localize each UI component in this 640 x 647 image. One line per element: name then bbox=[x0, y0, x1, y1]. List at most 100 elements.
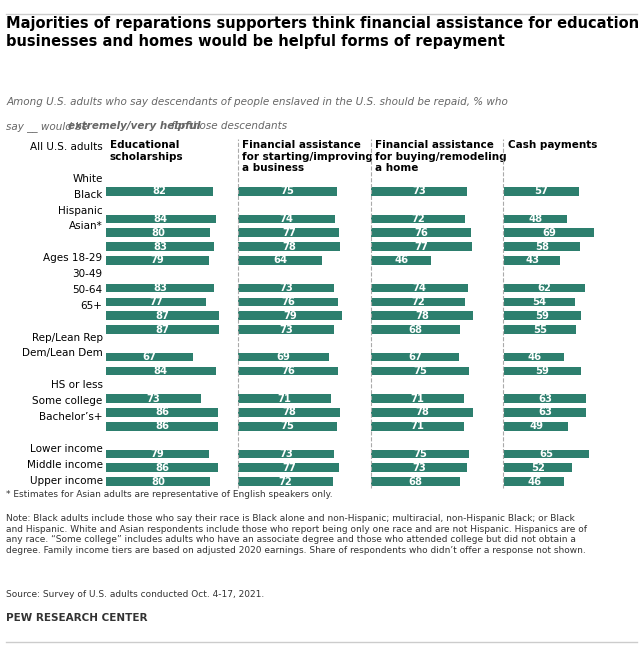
Bar bbox=[371, 367, 469, 375]
Bar bbox=[371, 463, 467, 472]
Text: 55: 55 bbox=[533, 325, 547, 334]
Text: 54: 54 bbox=[532, 297, 547, 307]
Bar bbox=[106, 367, 216, 375]
Bar bbox=[106, 450, 209, 458]
Text: 71: 71 bbox=[278, 393, 292, 404]
Bar bbox=[239, 463, 339, 472]
Text: 68: 68 bbox=[409, 325, 422, 334]
Text: Among U.S. adults who say descendants of people enslaved in the U.S. should be r: Among U.S. adults who say descendants of… bbox=[6, 97, 508, 107]
Text: 77: 77 bbox=[415, 241, 428, 252]
Text: 75: 75 bbox=[413, 366, 428, 376]
Text: 78: 78 bbox=[282, 241, 296, 252]
Text: 69: 69 bbox=[276, 352, 291, 362]
Bar bbox=[504, 228, 595, 237]
Bar bbox=[106, 325, 220, 334]
Text: 72: 72 bbox=[412, 297, 425, 307]
Bar bbox=[504, 477, 564, 486]
Text: 67: 67 bbox=[143, 352, 156, 362]
Text: 86: 86 bbox=[155, 463, 169, 473]
Text: 73: 73 bbox=[279, 325, 293, 334]
Text: Financial assistance
for buying/remodeling
a home: Financial assistance for buying/remodeli… bbox=[375, 140, 507, 173]
Text: 59: 59 bbox=[536, 311, 550, 321]
Bar bbox=[371, 450, 469, 458]
Text: 65: 65 bbox=[540, 449, 554, 459]
Text: 80: 80 bbox=[151, 477, 165, 487]
Text: Upper income: Upper income bbox=[29, 476, 102, 485]
Bar bbox=[371, 408, 474, 417]
Bar bbox=[371, 325, 460, 334]
Text: 63: 63 bbox=[538, 393, 552, 404]
Text: Asian*: Asian* bbox=[69, 221, 102, 232]
Text: 75: 75 bbox=[413, 449, 428, 459]
Text: White: White bbox=[72, 174, 102, 184]
Bar bbox=[106, 284, 214, 292]
Text: Cash payments: Cash payments bbox=[508, 140, 597, 150]
Text: Dem/Lean Dem: Dem/Lean Dem bbox=[22, 349, 102, 358]
Bar bbox=[504, 256, 560, 265]
Bar bbox=[371, 187, 467, 195]
Text: 43: 43 bbox=[525, 256, 539, 265]
Bar bbox=[371, 395, 464, 403]
Bar bbox=[239, 450, 334, 458]
Text: 74: 74 bbox=[280, 214, 294, 224]
Bar bbox=[371, 228, 470, 237]
Text: 82: 82 bbox=[152, 186, 166, 196]
Text: Middle income: Middle income bbox=[27, 459, 102, 470]
Bar bbox=[504, 463, 572, 472]
Bar bbox=[106, 256, 209, 265]
Text: 84: 84 bbox=[154, 366, 168, 376]
Bar bbox=[106, 395, 201, 403]
Text: Educational
scholarships: Educational scholarships bbox=[109, 140, 183, 162]
Text: 77: 77 bbox=[282, 228, 296, 238]
Bar bbox=[106, 311, 220, 320]
Bar bbox=[106, 477, 211, 486]
Bar bbox=[239, 298, 338, 306]
Text: 83: 83 bbox=[153, 283, 167, 293]
Text: 77: 77 bbox=[149, 297, 163, 307]
Bar bbox=[239, 187, 337, 195]
Bar bbox=[371, 243, 472, 251]
Text: 79: 79 bbox=[150, 256, 164, 265]
Text: 59: 59 bbox=[536, 366, 550, 376]
Bar bbox=[239, 325, 334, 334]
Text: 74: 74 bbox=[413, 283, 427, 293]
Text: 46: 46 bbox=[527, 352, 541, 362]
Bar bbox=[239, 256, 322, 265]
Text: 87: 87 bbox=[156, 311, 170, 321]
Text: 72: 72 bbox=[412, 214, 425, 224]
Bar bbox=[106, 422, 218, 430]
Bar bbox=[239, 353, 329, 362]
Text: Black: Black bbox=[74, 190, 102, 200]
Bar bbox=[371, 256, 431, 265]
Text: Bachelor’s+: Bachelor’s+ bbox=[39, 412, 102, 422]
Bar bbox=[504, 422, 568, 430]
Text: 79: 79 bbox=[284, 311, 297, 321]
Bar bbox=[371, 477, 460, 486]
Text: All U.S. adults: All U.S. adults bbox=[30, 142, 102, 152]
Text: 76: 76 bbox=[281, 366, 295, 376]
Text: 84: 84 bbox=[154, 214, 168, 224]
Text: 75: 75 bbox=[280, 186, 294, 196]
Text: 76: 76 bbox=[281, 297, 295, 307]
Text: 75: 75 bbox=[280, 421, 294, 432]
Bar bbox=[504, 408, 586, 417]
Text: Source: Survey of U.S. adults conducted Oct. 4-17, 2021.: Source: Survey of U.S. adults conducted … bbox=[6, 590, 265, 599]
Bar bbox=[106, 215, 216, 223]
Text: 57: 57 bbox=[534, 186, 548, 196]
Bar bbox=[504, 215, 567, 223]
Text: 79: 79 bbox=[150, 449, 164, 459]
Bar bbox=[239, 311, 342, 320]
Text: say __ would be: say __ would be bbox=[6, 122, 92, 133]
Bar bbox=[239, 408, 340, 417]
Text: 86: 86 bbox=[155, 408, 169, 417]
Text: Some college: Some college bbox=[33, 396, 102, 406]
Text: 73: 73 bbox=[147, 393, 160, 404]
Bar bbox=[106, 353, 193, 362]
Bar bbox=[371, 422, 464, 430]
Bar bbox=[504, 311, 581, 320]
Bar bbox=[504, 187, 579, 195]
Text: 73: 73 bbox=[412, 186, 426, 196]
Text: 49: 49 bbox=[529, 421, 543, 432]
Bar bbox=[239, 228, 339, 237]
Text: 52: 52 bbox=[531, 463, 545, 473]
